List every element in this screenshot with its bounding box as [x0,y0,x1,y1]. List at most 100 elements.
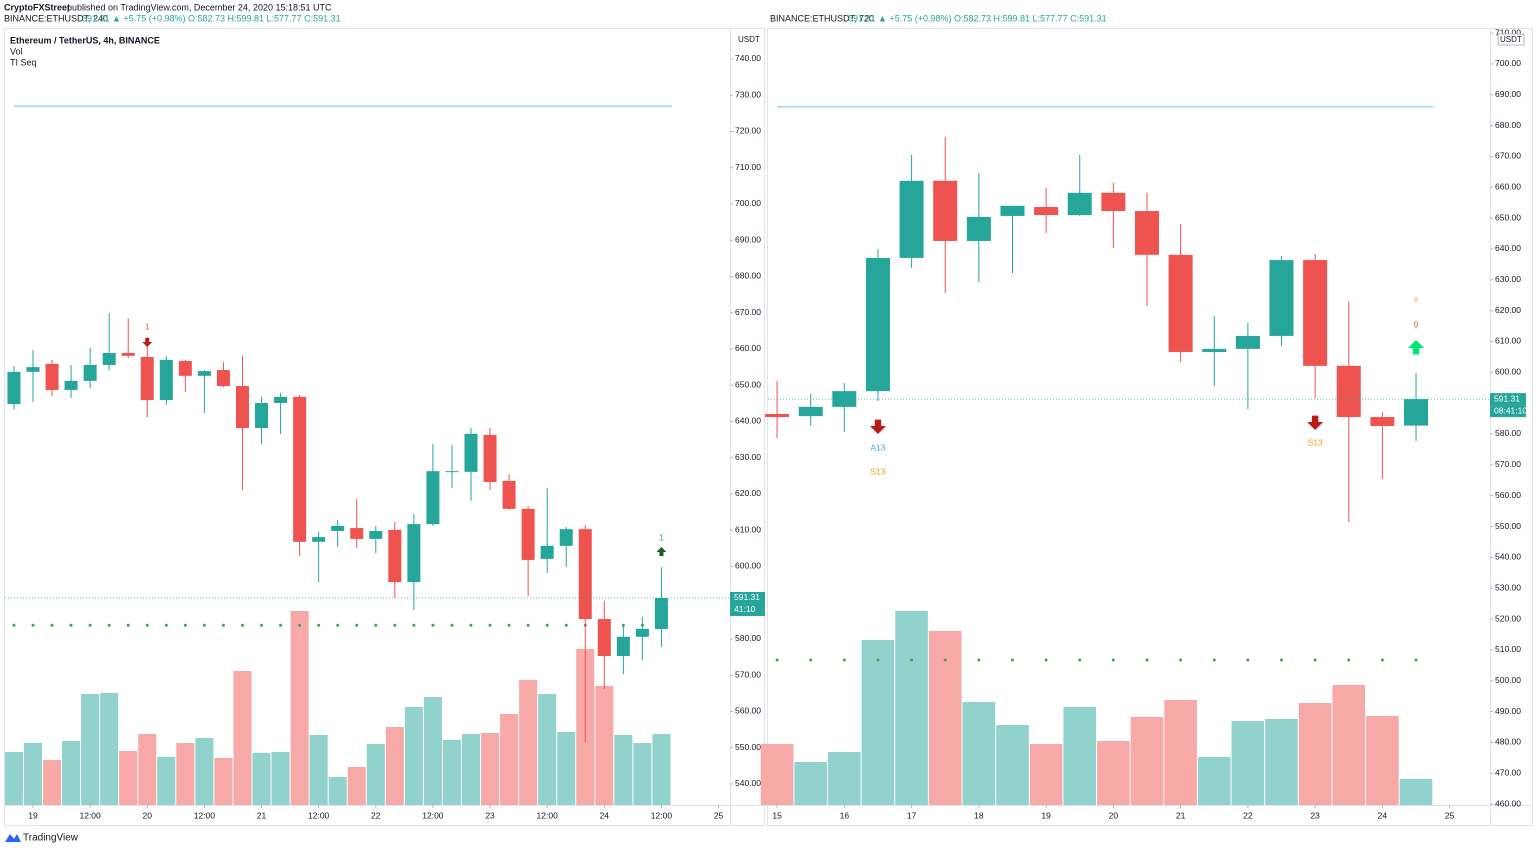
support-dot [775,658,779,662]
support-dot [1010,658,1014,662]
support-dot [374,623,378,627]
support-dot [1111,658,1115,662]
x-tick-label: 19 [1041,810,1051,820]
candle-body [483,434,497,483]
volume-bar [614,735,633,805]
volume-bar [119,751,138,805]
candle-body [121,352,135,356]
volume-bar [1197,757,1231,805]
candle-body [407,524,421,583]
x-tick-label: 18 [974,810,984,820]
support-dot [1380,658,1384,662]
support-dot [488,623,492,627]
y-tick-label: 470.00 [1495,767,1521,777]
support-dot [164,623,168,627]
volume-bar [1029,744,1063,805]
volume-bar [828,752,861,805]
support-dot [876,658,880,662]
candle-body [1134,211,1159,255]
unit-label: USDT [738,35,760,44]
signal-arrow [1408,340,1425,355]
y-tick-label: 630.00 [735,452,761,462]
y-tick-label: 730.00 [735,89,761,99]
x-tick-label: 23 [1310,810,1320,820]
support-dot [1313,658,1317,662]
y-tick-label: 700.00 [735,198,761,208]
candle-body [464,433,478,472]
y-tick-label: 580.00 [1495,428,1521,438]
support-dot [202,623,206,627]
candle-body [1370,417,1395,426]
support-dot [183,623,187,627]
x-tick-label: 16 [840,810,850,820]
volume-bar [1097,741,1130,805]
x-tick-label: 22 [1243,810,1253,820]
candle-body [865,257,890,392]
candle-body [502,480,516,509]
countdown-label: 08:41:10 [1494,405,1527,415]
y-tick-label: 600.00 [735,561,761,571]
volume-bar [500,714,519,805]
volume-bar [138,734,157,805]
x-tick-label: 21 [1176,810,1186,820]
support-dot [1145,658,1149,662]
y-tick-label: 570.00 [1495,459,1521,469]
candle-body [832,391,857,407]
candle-body [578,529,592,620]
support-dot [526,623,530,627]
x-tick-label: 12:00 [422,810,444,820]
x-tick-label: 12:00 [537,810,559,820]
volume-bar [652,734,671,805]
candle-body [966,216,991,241]
support-dot [1179,658,1183,662]
volume-bar [1265,719,1298,805]
support-dot [1212,658,1216,662]
y-tick-label: 560.00 [735,706,761,716]
countdown-box [1490,405,1526,418]
annotation: 9 [1414,319,1419,329]
y-tick-label: 600.00 [1495,367,1521,377]
y-tick-label: 620.00 [1495,305,1521,315]
volume-bar [895,611,928,805]
support-dot [910,658,914,662]
y-tick-label: 550.00 [1495,521,1521,531]
y-tick-label: 620.00 [735,488,761,498]
x-tick-label: 23 [485,810,495,820]
annotation: S13 [1308,437,1323,447]
support-dot [412,623,416,627]
candle-body [64,380,78,390]
quote: 591.31 ▲ +5.75 (+0.98%) O:582.73 H:599.8… [82,13,341,23]
candle-body [1202,348,1227,352]
candle-body [540,545,554,559]
y-tick-label: 660.00 [1495,182,1521,192]
y-tick-label: 740.00 [735,53,761,63]
support-dot [50,623,54,627]
annotation: A13 [870,442,885,452]
candle-body [635,628,649,637]
x-tick-label: 17 [907,810,917,820]
signal-arrow [656,547,667,556]
y-tick-label: 670.00 [735,307,761,317]
candle-body [654,597,668,630]
candle-body [899,180,924,258]
support-dot [977,658,981,662]
support-dot [393,623,397,627]
support-dot [31,623,35,627]
volume-bar [996,725,1029,805]
footer-logo: TradingView [5,833,79,844]
left-panel-frame [4,28,765,826]
volume-bar [233,671,252,805]
candle-body [597,619,611,657]
candle-body [1168,254,1193,352]
candle-body [312,537,326,542]
x-tick-label: 12:00 [194,810,216,820]
y-tick-label: 610.00 [1495,336,1521,346]
volume-bar [1130,717,1164,805]
legend-entry: Ethereum / TetherUS, 4h, BINANCE [10,35,160,45]
x-tick-label: 19 [28,810,38,820]
volume-bar [81,694,100,805]
support-dot [1280,658,1284,662]
candle-body [235,385,249,429]
symbol: BINANCE:ETHUSDT, 720 [770,13,874,23]
